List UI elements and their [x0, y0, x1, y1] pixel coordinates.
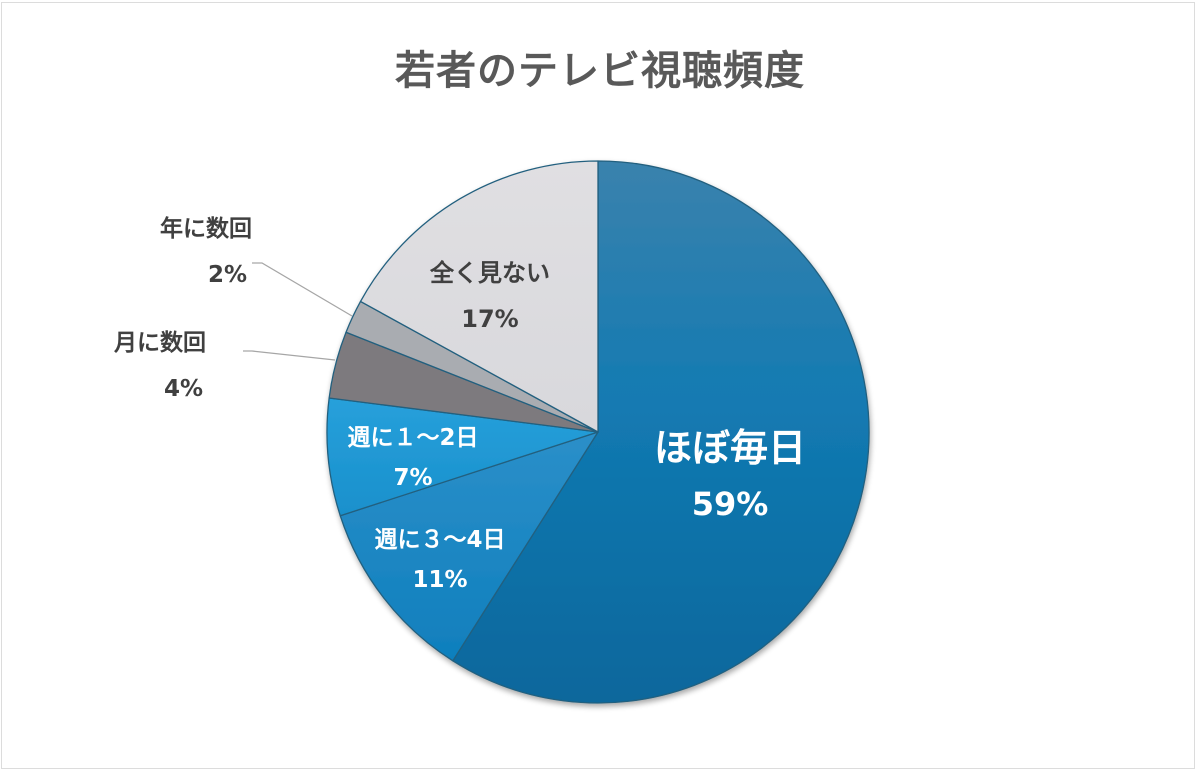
label-monthly-pct: 4% — [164, 376, 204, 402]
slice-never — [359, 160, 599, 433]
label-monthly: 月に数回 4% — [114, 320, 254, 412]
label-3to4days-name: 週に３～4日 — [374, 527, 506, 553]
slice-3to4days — [339, 431, 599, 662]
label-3to4days: 週に３～4日 11% — [345, 520, 535, 600]
label-never-pct: 17% — [461, 305, 519, 333]
label-1to2days-pct: 7% — [393, 465, 433, 491]
slice-1to2days — [326, 397, 599, 517]
label-yearly-name: 年に数回 — [160, 216, 252, 242]
label-yearly-pct: 2% — [208, 262, 248, 288]
leader-line-yearly — [252, 262, 353, 317]
label-3to4days-pct: 11% — [412, 567, 468, 593]
label-daily-name: ほぼ毎日 — [653, 426, 806, 470]
label-daily: ほぼ毎日 59% — [620, 420, 840, 532]
slice-daily — [452, 160, 870, 704]
leader-line-monthly — [243, 350, 336, 361]
label-never: 全く見ない 17% — [395, 250, 585, 342]
label-1to2days: 週に１～2日 7% — [318, 418, 508, 498]
chart-title: 若者のテレビ視聴頻度 — [395, 48, 805, 94]
label-1to2days-name: 週に１～2日 — [347, 425, 479, 451]
label-daily-pct: 59% — [691, 485, 769, 523]
label-monthly-name: 月に数回 — [114, 330, 206, 356]
label-yearly: 年に数回 2% — [160, 206, 300, 298]
label-never-name: 全く見ない — [430, 259, 550, 287]
